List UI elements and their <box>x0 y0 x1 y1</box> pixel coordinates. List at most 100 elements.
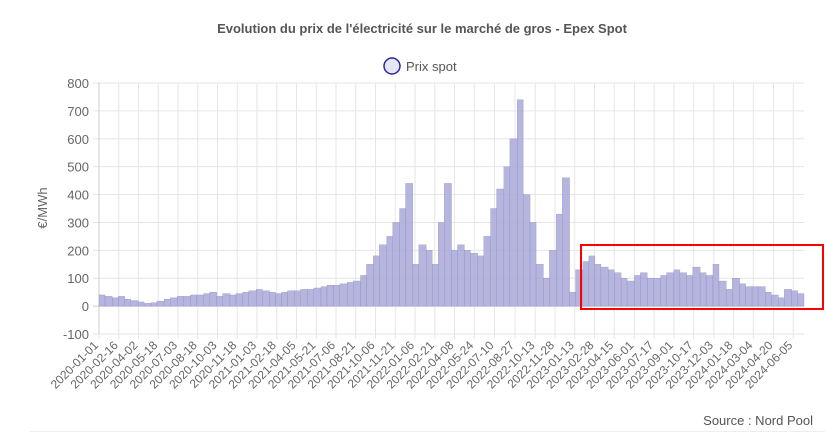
bar <box>281 292 288 307</box>
bar <box>438 222 445 307</box>
bar <box>718 280 727 307</box>
bar <box>255 289 263 307</box>
bar <box>692 266 701 307</box>
bar <box>196 294 204 307</box>
bar <box>320 286 328 307</box>
bar <box>203 293 210 307</box>
chart-title: Evolution du prix de l'électricité sur l… <box>217 21 627 36</box>
y-tick-label: 800 <box>67 76 89 91</box>
bar <box>366 264 374 307</box>
bar <box>379 244 387 307</box>
bar <box>626 280 635 307</box>
bar <box>104 296 113 307</box>
bar <box>399 208 406 307</box>
bar <box>170 297 178 307</box>
bar <box>307 289 314 307</box>
bar <box>300 289 308 307</box>
bar <box>412 264 420 307</box>
bar <box>326 285 335 307</box>
y-axis-label: €/MWh <box>35 187 50 228</box>
bar <box>98 294 106 307</box>
bar <box>287 290 295 307</box>
bar <box>771 294 779 307</box>
bar <box>503 166 511 307</box>
bar <box>529 222 537 307</box>
y-tick-label: 100 <box>67 271 89 286</box>
bar <box>183 296 191 307</box>
bar <box>640 272 648 307</box>
source-note: Source : Nord Pool <box>703 413 813 428</box>
bar <box>118 296 125 307</box>
bar <box>483 236 491 307</box>
bar <box>426 250 433 307</box>
y-tick-label: 400 <box>67 188 89 203</box>
highlight-box <box>580 244 824 310</box>
bar <box>778 297 785 307</box>
x-axis: 2020-01-012020-02-162020-04-022020-05-18… <box>48 338 796 392</box>
bar <box>164 298 171 307</box>
bar <box>739 283 746 307</box>
bar <box>608 269 615 307</box>
bar <box>647 278 654 307</box>
bar <box>496 188 505 307</box>
bar <box>797 293 805 307</box>
bar <box>784 289 792 307</box>
bar <box>269 292 276 307</box>
bar <box>235 293 243 307</box>
bar <box>517 99 524 307</box>
bar <box>339 283 348 307</box>
bar <box>294 290 301 307</box>
bar <box>594 264 602 307</box>
bar <box>432 264 439 307</box>
bar <box>333 285 341 307</box>
bar <box>562 177 570 307</box>
bar <box>666 272 675 307</box>
y-tick-label: 0 <box>82 299 89 314</box>
divider <box>30 431 825 432</box>
bars <box>98 99 805 307</box>
bar <box>353 280 361 307</box>
bar <box>405 183 414 307</box>
y-tick-label: -100 <box>63 327 89 342</box>
legend-label: Prix spot <box>406 59 457 74</box>
bar <box>130 300 139 307</box>
bar <box>477 255 484 307</box>
bar <box>523 194 531 307</box>
legend-marker <box>383 57 401 75</box>
bar <box>143 303 152 307</box>
bar <box>216 296 223 307</box>
bar <box>582 261 590 307</box>
bar <box>242 292 249 307</box>
bar <box>262 290 270 307</box>
bar <box>124 298 131 307</box>
bar <box>673 269 681 307</box>
bar <box>275 293 282 307</box>
bar <box>543 278 550 307</box>
y-tick-label: 200 <box>67 243 89 258</box>
bar <box>112 297 119 307</box>
bar <box>686 275 693 307</box>
bar <box>373 255 380 307</box>
y-tick-label: 300 <box>67 215 89 230</box>
bar <box>490 208 497 307</box>
y-tick-label: 700 <box>67 104 89 119</box>
bar <box>509 138 518 307</box>
legend[interactable]: Prix spot <box>383 57 457 75</box>
bar <box>248 290 257 307</box>
bar <box>679 272 687 307</box>
bar <box>600 266 609 307</box>
bar <box>732 278 740 307</box>
bar <box>457 244 465 307</box>
bar <box>705 275 714 307</box>
bar <box>209 292 217 307</box>
bar <box>791 290 798 307</box>
bar <box>569 292 576 307</box>
bar <box>418 244 427 307</box>
bar <box>444 183 452 307</box>
bar <box>614 272 622 307</box>
bar <box>386 236 393 307</box>
bar <box>470 252 478 307</box>
bar <box>765 292 772 307</box>
bar <box>556 213 563 307</box>
